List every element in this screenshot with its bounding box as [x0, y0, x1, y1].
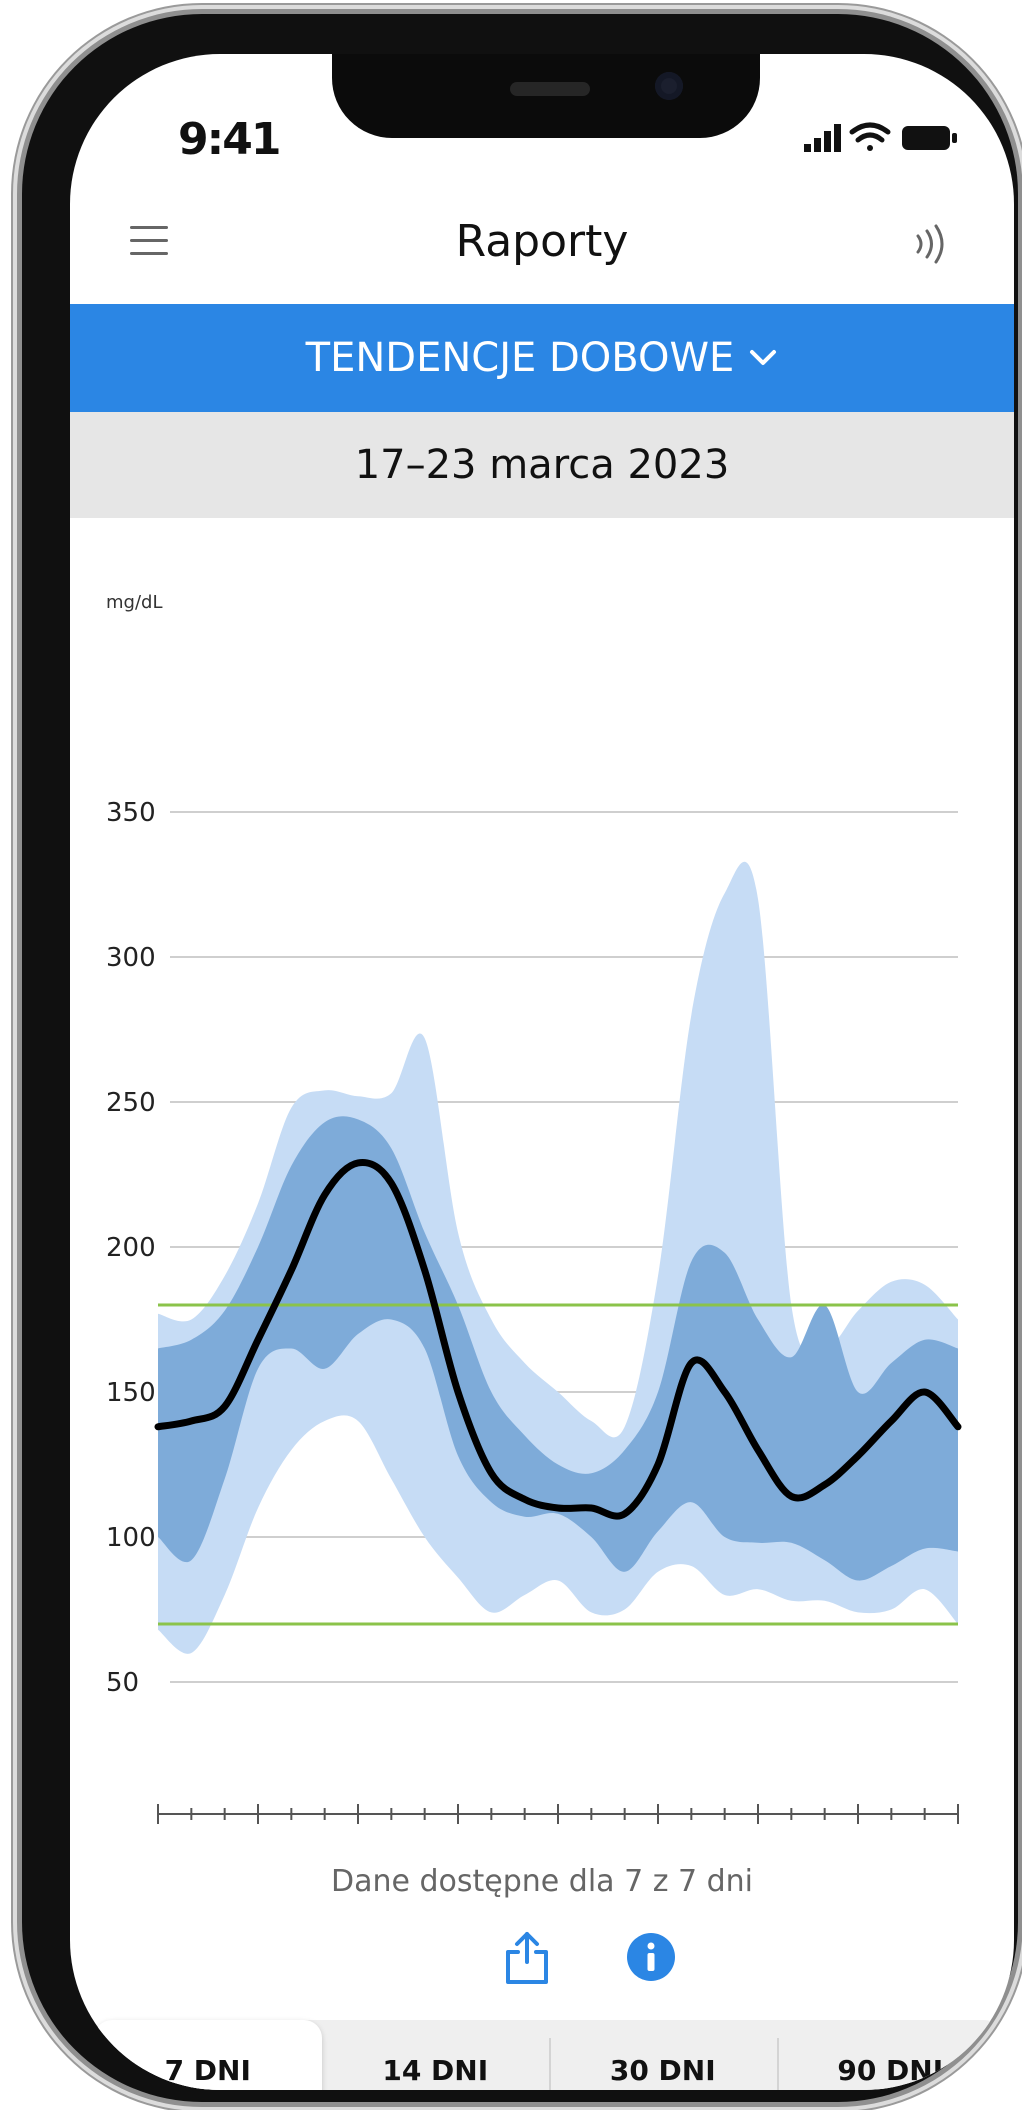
data-availability-note: Dane dostępne dla 7 z 7 dni [330, 1864, 753, 1899]
signal-icon [804, 124, 841, 152]
app-screen: 9:41 [70, 54, 1014, 2090]
y-tick-label: 300 [106, 943, 156, 973]
period-tab-label: 7 DNI [164, 2053, 251, 2087]
report-type-selector[interactable]: TENDENCJE DOBOWE [70, 304, 1014, 412]
y-tick-label: 250 [106, 1088, 156, 1118]
period-tab-30[interactable]: 30 DNI [549, 2020, 777, 2090]
y-tick-label: 100 [106, 1523, 156, 1553]
y-tick-label: 150 [106, 1378, 156, 1408]
notch [332, 54, 760, 138]
y-tick-label: 350 [106, 798, 156, 828]
phone-frame: 9:41 [22, 14, 1018, 2102]
report-type-label: TENDENCJE DOBOWE [305, 335, 735, 381]
period-tab-14[interactable]: 14 DNI [322, 2020, 550, 2090]
status-icons [804, 122, 957, 152]
band-25-75-percentile [158, 1116, 958, 1581]
period-tab-7[interactable]: 7 DNI [94, 2020, 322, 2090]
battery-icon [902, 126, 957, 150]
y-axis-label: mg/dL [106, 592, 162, 613]
date-range: 17–23 marca 2023 [354, 442, 730, 488]
wifi-icon [849, 122, 891, 151]
hamburger-menu-icon[interactable] [130, 226, 168, 256]
page-title: Raporty [455, 216, 629, 267]
period-tab-label: 30 DNI [609, 2053, 716, 2087]
period-tab-label: 90 DNI [837, 2053, 944, 2087]
y-tick-label: 200 [106, 1233, 156, 1263]
nfc-scan-icon[interactable] [910, 222, 954, 266]
period-tab-label: 14 DNI [382, 2053, 489, 2087]
y-tick-label: 50 [106, 1668, 139, 1698]
status-time: 9:41 [178, 114, 281, 165]
app-header: Raporty [70, 184, 1014, 304]
median-line [154, 1158, 962, 1520]
speaker-grille [510, 82, 590, 96]
front-camera [655, 72, 683, 100]
share-icon[interactable] [504, 1930, 550, 1986]
date-range-bar: 17–23 marca 2023 [70, 412, 1014, 518]
chevron-down-icon [750, 350, 777, 365]
info-icon[interactable] [626, 1932, 676, 1982]
period-selector: 7 DNI 14 DNI 30 DNI 90 DNI [94, 2020, 1004, 2090]
period-tab-90[interactable]: 90 DNI [776, 2020, 1005, 2090]
